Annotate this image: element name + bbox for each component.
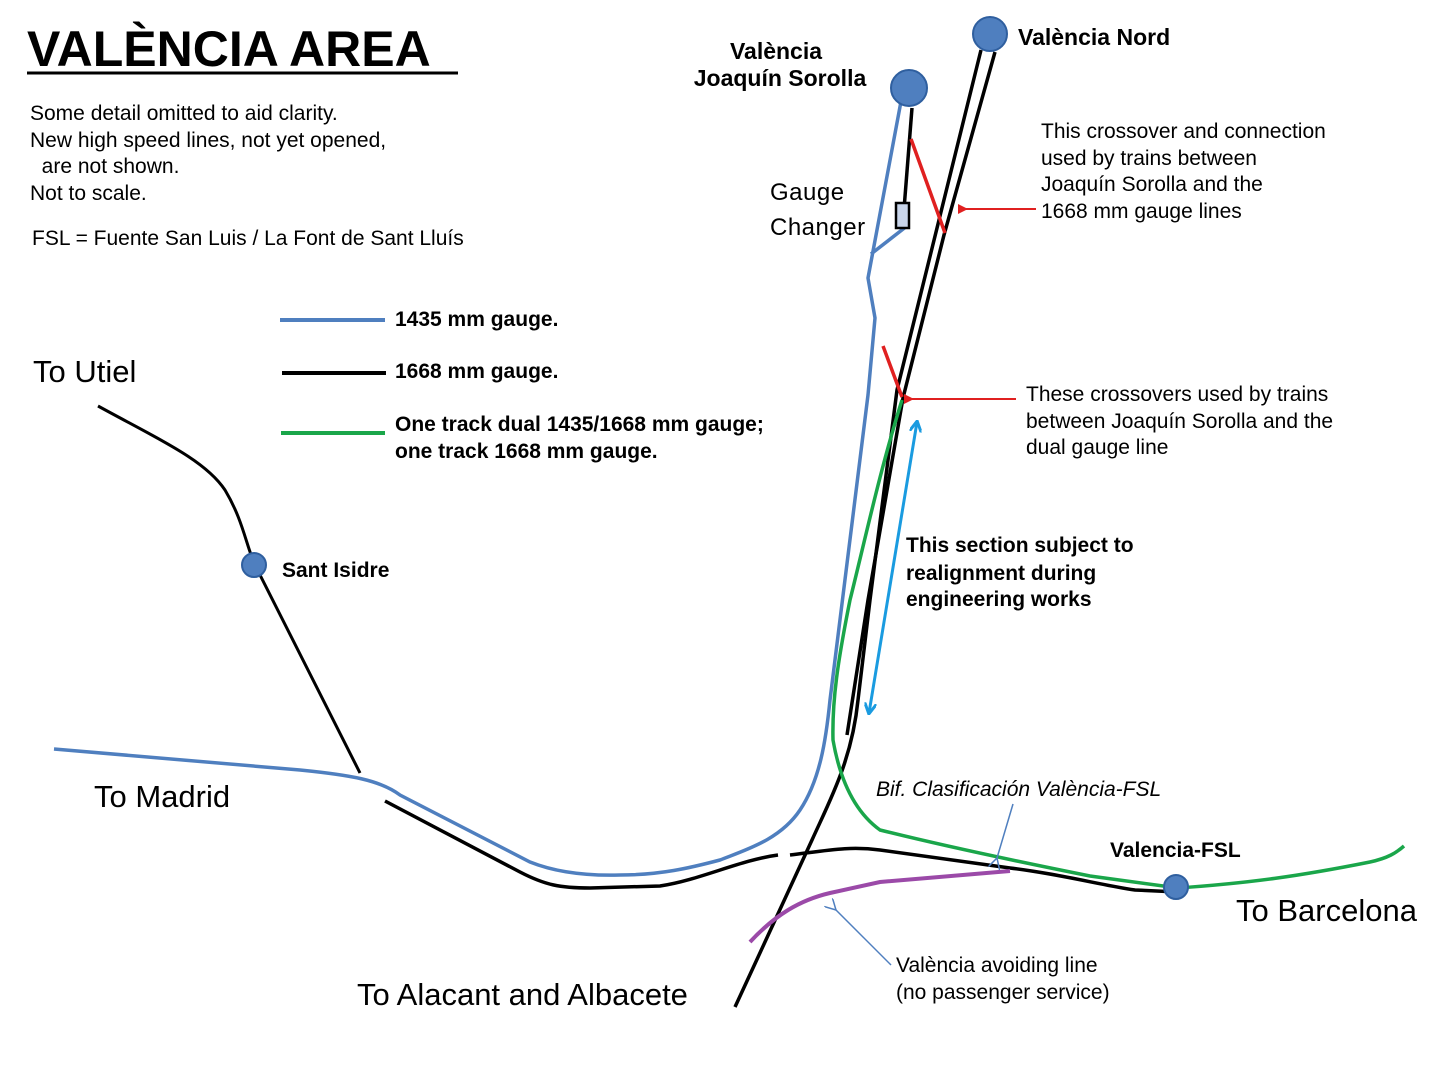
destination-utiel: To Utiel xyxy=(33,354,136,389)
legend-label-1435: 1435 mm gauge. xyxy=(395,308,558,331)
annotation-crossover-dual-3: dual gauge line xyxy=(1026,436,1168,459)
utiel-line xyxy=(97,404,362,774)
annotation-crossover-1668-2: used by trains between xyxy=(1041,147,1257,170)
nord-line-east xyxy=(845,51,997,736)
annotation-crossover-1668-3: Joaquín Sorolla and the xyxy=(1041,173,1263,196)
station-marker-nord xyxy=(972,16,1008,52)
station-label-sorolla-1: València xyxy=(730,38,822,64)
annotation-avoiding-1: València avoiding line xyxy=(896,954,1098,977)
crossover-dual xyxy=(881,345,904,398)
station-label-fsl: Valencia-FSL xyxy=(1110,839,1241,862)
note-line-3: are not shown. xyxy=(30,155,179,178)
station-marker-sorolla xyxy=(890,69,928,107)
destination-alacant: To Alacant and Albacete xyxy=(357,977,688,1012)
annotation-avoiding-2: (no passenger service) xyxy=(896,981,1110,1004)
abbreviation-note: FSL = Fuente San Luis / La Font de Sant … xyxy=(32,227,464,250)
annotation-bif: Bif. Clasificación València-FSL xyxy=(876,778,1161,801)
map-title: VALÈNCIA AREA xyxy=(27,21,431,77)
note-line-1: Some detail omitted to aid clarity. xyxy=(30,102,338,125)
annotation-realignment-2: realignment during xyxy=(906,562,1096,585)
station-marker-sant-isidre xyxy=(241,552,267,578)
gauge-changer-icon xyxy=(894,201,911,230)
annotation-crossover-1668-4: 1668 mm gauge lines xyxy=(1041,200,1242,223)
note-line-2: New high speed lines, not yet opened, xyxy=(30,129,386,152)
annotation-crossover-dual-2: between Joaquín Sorolla and the xyxy=(1026,410,1333,433)
station-marker-fsl xyxy=(1163,874,1189,900)
arrow-avoiding xyxy=(836,910,892,966)
gauge-changer-label-1: Gauge xyxy=(770,179,845,206)
gauge-changer-label-2: Changer xyxy=(770,214,866,241)
station-label-nord: València Nord xyxy=(1018,24,1170,50)
legend-label-dual-2: one track 1668 mm gauge. xyxy=(395,440,658,463)
annotation-realignment-3: engineering works xyxy=(906,588,1092,611)
avoiding-line xyxy=(748,869,1011,944)
madrid-line-1668 xyxy=(384,799,779,890)
nord-line-west xyxy=(733,49,983,1008)
crossover-1668 xyxy=(909,138,947,234)
gauge-changer-spur-1435 xyxy=(869,224,909,256)
dual-gauge-line xyxy=(831,399,1406,890)
legend-label-1668: 1668 mm gauge. xyxy=(395,360,558,383)
madrid-line-1435 xyxy=(53,79,907,877)
station-label-sant-isidre: Sant Isidre xyxy=(282,559,389,582)
annotation-crossover-dual-1: These crossovers used by trains xyxy=(1026,383,1328,406)
arrow-bif xyxy=(997,803,1014,858)
destination-barcelona: To Barcelona xyxy=(1236,893,1418,928)
realignment-double-arrow xyxy=(869,422,917,713)
annotation-crossover-1668-1: This crossover and connection xyxy=(1041,120,1326,143)
barcelona-line-1668 xyxy=(789,846,1179,894)
annotation-realignment-1: This section subject to xyxy=(906,534,1134,557)
destination-madrid: To Madrid xyxy=(94,779,230,814)
note-line-4: Not to scale. xyxy=(30,182,147,205)
legend-label-dual-1: One track dual 1435/1668 mm gauge; xyxy=(395,413,764,436)
station-label-sorolla-2: Joaquín Sorolla xyxy=(694,65,867,91)
